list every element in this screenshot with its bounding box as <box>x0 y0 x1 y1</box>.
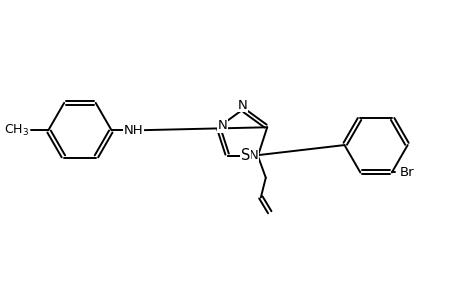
Text: CH$_3$: CH$_3$ <box>4 123 29 138</box>
Text: N: N <box>248 149 258 163</box>
Text: N: N <box>218 119 227 132</box>
Text: NH: NH <box>123 124 143 137</box>
Text: N: N <box>237 99 247 112</box>
Text: Br: Br <box>399 166 414 179</box>
Text: S: S <box>240 148 250 164</box>
